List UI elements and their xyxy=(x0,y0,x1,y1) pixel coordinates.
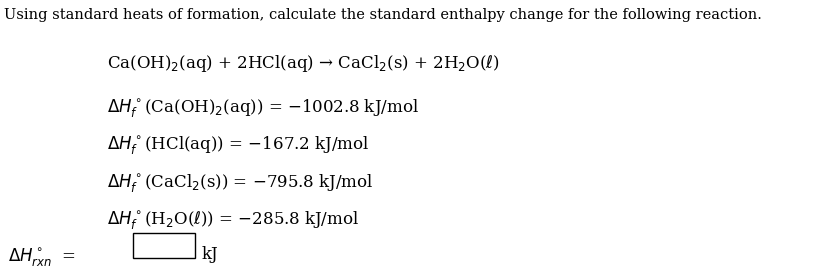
Text: $\Delta H^\circ_f$(CaCl$_2$(s)) = −795.8 kJ/mol: $\Delta H^\circ_f$(CaCl$_2$(s)) = −795.8… xyxy=(107,172,373,194)
Text: $\Delta H^\circ_f$(HCl(aq)) = −167.2 kJ/mol: $\Delta H^\circ_f$(HCl(aq)) = −167.2 kJ/… xyxy=(107,134,369,156)
Text: $\Delta H^\circ_{rxn}$  =: $\Delta H^\circ_{rxn}$ = xyxy=(8,246,76,266)
Text: Using standard heats of formation, calculate the standard enthalpy change for th: Using standard heats of formation, calcu… xyxy=(4,8,762,22)
FancyBboxPatch shape xyxy=(133,233,195,258)
Text: kJ: kJ xyxy=(201,246,218,263)
Text: $\Delta H^\circ_f$(Ca(OH)$_2$(aq)) = −1002.8 kJ/mol: $\Delta H^\circ_f$(Ca(OH)$_2$(aq)) = −10… xyxy=(107,97,418,119)
Text: Ca(OH)$_2$(aq) + 2HCl(aq) → CaCl$_2$(s) + 2H$_2$O($\ell$): Ca(OH)$_2$(aq) + 2HCl(aq) → CaCl$_2$(s) … xyxy=(107,53,500,74)
Text: $\Delta H^\circ_f$(H$_2$O($\ell$)) = −285.8 kJ/mol: $\Delta H^\circ_f$(H$_2$O($\ell$)) = −28… xyxy=(107,209,359,231)
